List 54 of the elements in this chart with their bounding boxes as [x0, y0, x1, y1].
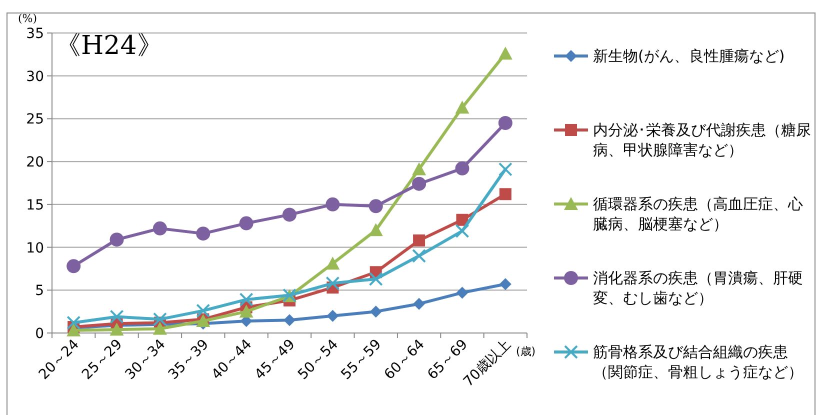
- y-tick-label: 0: [35, 326, 44, 342]
- legend-label: 循環器系の疾患（高血圧症、心臓病、脳梗塞など）: [593, 194, 804, 234]
- point: [196, 226, 210, 241]
- point: [152, 322, 167, 335]
- point: [239, 292, 254, 307]
- point: [66, 259, 81, 274]
- point: [455, 100, 470, 114]
- point: [152, 312, 167, 326]
- point: [110, 232, 124, 247]
- point: [196, 304, 210, 318]
- point: [456, 286, 468, 299]
- point: [499, 188, 512, 200]
- point: [326, 276, 340, 290]
- y-tick-label: 5: [35, 283, 44, 300]
- point: [498, 46, 512, 60]
- point: [326, 310, 339, 322]
- point: [110, 310, 124, 324]
- chart-title: 《H24》: [55, 31, 163, 61]
- point: [326, 256, 340, 270]
- legend-label: 新生物(がん、良性腫瘍など): [593, 46, 785, 66]
- point: [370, 306, 382, 318]
- y-tick-label: 15: [26, 197, 44, 214]
- point: [368, 223, 383, 236]
- point: [239, 304, 254, 318]
- y-tick-label: 30: [26, 68, 44, 85]
- y-tick-label: 25: [26, 112, 44, 128]
- y-tick-label: 35: [26, 26, 44, 42]
- y-tick-label: 10: [26, 240, 44, 256]
- point: [455, 161, 470, 176]
- point: [239, 216, 254, 230]
- y-tick-label: 20: [26, 154, 44, 171]
- point: [498, 116, 512, 130]
- point: [413, 234, 426, 246]
- y-axis-title: (%): [18, 12, 38, 25]
- legend-label: 内分泌･栄養及び代謝疾患（糖尿病、甲状腺障害など）: [593, 120, 812, 160]
- legend-label: 筋骨格系及び結合組織の疾患（関節症、骨粗しょう症など）: [593, 342, 804, 382]
- legend-label: 消化器系の疾患（胃潰瘍、肝硬変、むし歯など）: [593, 268, 804, 308]
- point: [455, 224, 470, 238]
- point: [110, 322, 124, 336]
- point: [152, 221, 167, 236]
- point: [413, 298, 426, 310]
- point: [326, 197, 340, 212]
- point: [66, 323, 81, 336]
- point: [368, 199, 383, 214]
- point: [412, 162, 426, 176]
- point: [499, 278, 512, 290]
- point: [368, 272, 383, 286]
- point: [284, 314, 296, 326]
- point: [412, 248, 426, 263]
- point: [66, 316, 81, 330]
- point: [282, 208, 296, 222]
- point: [498, 162, 512, 176]
- point: [412, 176, 426, 191]
- x-axis-title: (歳): [516, 345, 536, 358]
